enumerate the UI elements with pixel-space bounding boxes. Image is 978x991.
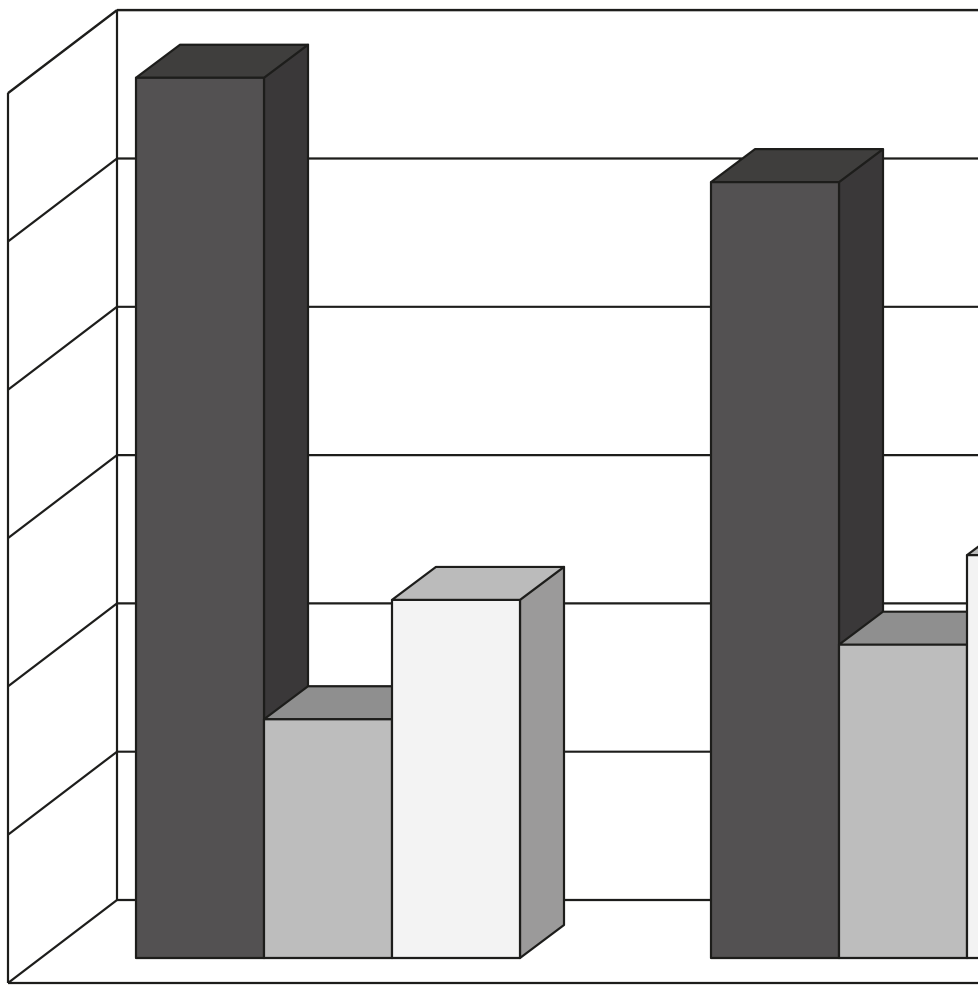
side-wall-top-edge: [7, 9, 118, 94]
chart-bars: [134, 43, 978, 960]
bar-front-face: [965, 554, 978, 960]
bar-s3-c1: [390, 565, 566, 960]
bar-s3-c2: [965, 545, 978, 960]
bar-front-face: [837, 643, 969, 960]
bar-front-face: [709, 181, 841, 960]
gridline-side: [7, 454, 118, 539]
bar-side-face: [518, 565, 566, 960]
bar-top-face: [965, 545, 978, 557]
gridline-side: [7, 305, 118, 391]
gridline-side: [7, 602, 118, 688]
gridline-side: [7, 899, 118, 984]
gridline-side: [7, 157, 118, 243]
bar-front-face: [262, 718, 394, 960]
gridline-side: [7, 750, 118, 836]
bar-front-face: [390, 598, 522, 960]
bar-front-face: [134, 76, 266, 960]
bar-s2-c2: [837, 610, 978, 960]
